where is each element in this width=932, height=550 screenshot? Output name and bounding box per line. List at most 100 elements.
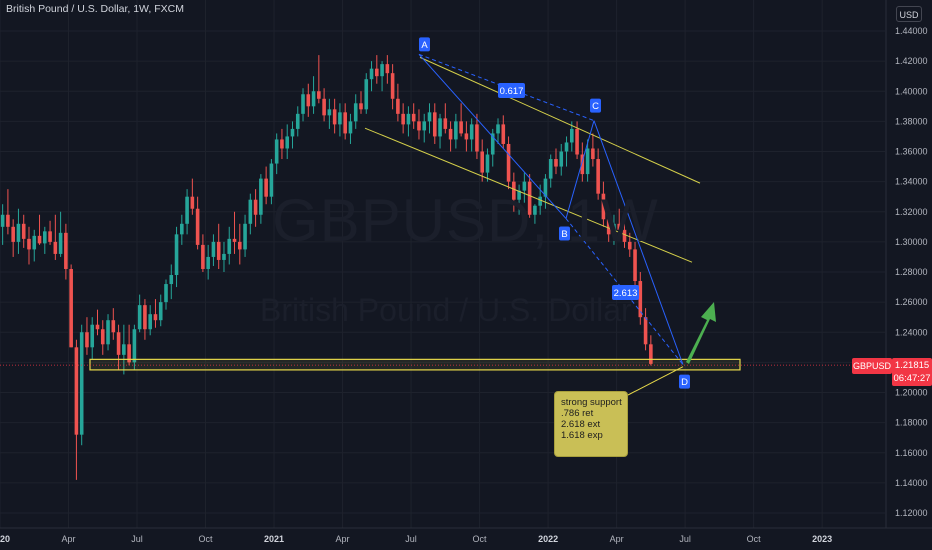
candle-body — [180, 223, 184, 235]
candle-body — [11, 226, 15, 242]
candle-body — [332, 109, 337, 125]
time-axis[interactable]: 2020 Apr Jul Oct 2021 Apr Jul Oct 2022 Apr Jul Oct 2… — [0, 527, 932, 544]
candle-body — [506, 143, 511, 182]
candle-body — [317, 91, 321, 99]
support-zone — [89, 358, 741, 371]
candle-body — [6, 214, 10, 227]
candle-body — [543, 178, 548, 197]
candle-body — [343, 112, 347, 134]
y-tick-label: 1.18000 — [895, 418, 928, 428]
pattern-point-marker — [679, 374, 690, 389]
candle-body — [48, 231, 52, 242]
candle-body — [285, 136, 290, 149]
candle-body — [512, 181, 516, 200]
x-tick-label: Oct — [199, 534, 214, 544]
note-line: .786 ret — [561, 408, 594, 419]
candle-body — [496, 124, 500, 134]
candle-body — [264, 178, 268, 197]
candle-body — [559, 151, 564, 167]
candle-body — [132, 329, 137, 363]
candle-body — [306, 94, 311, 107]
currency-button[interactable]: USD — [896, 6, 922, 22]
candle-body — [585, 148, 590, 175]
candle-body — [338, 112, 342, 125]
pattern-point-label: C — [592, 101, 599, 112]
ratio-label: 0.617 — [500, 86, 524, 97]
pattern-leg — [418, 54, 567, 219]
current-price-label: 1.21815 06:47:27 — [892, 358, 932, 386]
pattern-point-label: B — [561, 229, 567, 240]
candle-body — [633, 249, 637, 282]
y-tick-label: 1.24000 — [895, 327, 928, 337]
note-pointer-line — [627, 366, 684, 396]
x-tick-label: Apr — [336, 534, 350, 544]
candle-body — [606, 219, 611, 235]
name-watermark: British Pound / U.S. Dollar — [260, 292, 632, 328]
candle-body — [74, 347, 79, 435]
candle-body — [222, 253, 226, 260]
candle-body — [475, 124, 479, 152]
candle-body — [396, 98, 400, 114]
candle-body — [42, 231, 47, 244]
candle-body — [216, 241, 221, 260]
x-tick-label: 2022 — [538, 534, 558, 544]
candle-body — [27, 238, 31, 250]
candle-body — [422, 121, 427, 131]
candle-body — [596, 159, 600, 194]
candle-body — [274, 139, 279, 164]
candle-body — [232, 238, 237, 242]
candle-body — [622, 229, 627, 242]
symbol-watermark: GBPUSD, 1W — [272, 187, 659, 254]
candle-body — [501, 124, 506, 144]
ratio-label-box — [498, 83, 525, 98]
candle-body — [538, 196, 542, 206]
candle-body — [485, 154, 490, 173]
price-axis[interactable]: 1.120001.140001.160001.180001.200001.220… — [885, 0, 928, 528]
candle-body — [580, 154, 585, 175]
candle-body — [401, 113, 405, 125]
candle-body — [280, 139, 284, 149]
y-tick-label: 1.36000 — [895, 147, 928, 157]
note-line: 1.618 exp — [561, 430, 603, 441]
candle-body — [127, 344, 131, 363]
candle-body — [122, 344, 126, 355]
candle-body — [195, 208, 200, 245]
candle-body — [375, 68, 379, 77]
candle-body — [469, 124, 474, 140]
y-tick-label: 1.14000 — [895, 478, 928, 488]
candle-body — [617, 223, 622, 230]
candle-body — [490, 133, 495, 155]
candle-body — [591, 148, 595, 160]
candle-body — [295, 113, 300, 129]
candle-body — [185, 196, 189, 224]
candle-body — [417, 121, 421, 131]
pattern-point-marker — [419, 37, 430, 52]
candle-body — [301, 94, 305, 114]
candle-body — [153, 314, 158, 321]
candle-body — [37, 235, 42, 244]
candle-body — [554, 159, 558, 167]
candle-body — [211, 241, 216, 257]
x-tick-label: Oct — [473, 534, 488, 544]
pattern-point-marker — [590, 98, 601, 113]
candle-body — [64, 232, 68, 269]
candle-body — [364, 79, 369, 110]
y-tick-label: 1.44000 — [895, 26, 928, 36]
candle-body — [638, 281, 643, 318]
x-tick-label: Jul — [131, 534, 143, 544]
candle-body — [16, 223, 21, 242]
candle-body — [243, 223, 247, 250]
note-line: 2.618 ext — [561, 419, 601, 430]
x-tick-label: Jul — [679, 534, 691, 544]
candle-body — [21, 223, 26, 239]
pattern-leg — [593, 120, 684, 365]
candle-body — [527, 181, 532, 215]
candle-body — [427, 112, 432, 122]
candle-body — [0, 214, 5, 227]
candle-body — [649, 344, 653, 364]
candle-body — [432, 112, 437, 137]
candle-body — [106, 320, 110, 345]
support-note-callout[interactable]: strong support .786 ret 2.618 ext 1.618 … — [554, 391, 628, 457]
candle-body — [480, 151, 485, 173]
